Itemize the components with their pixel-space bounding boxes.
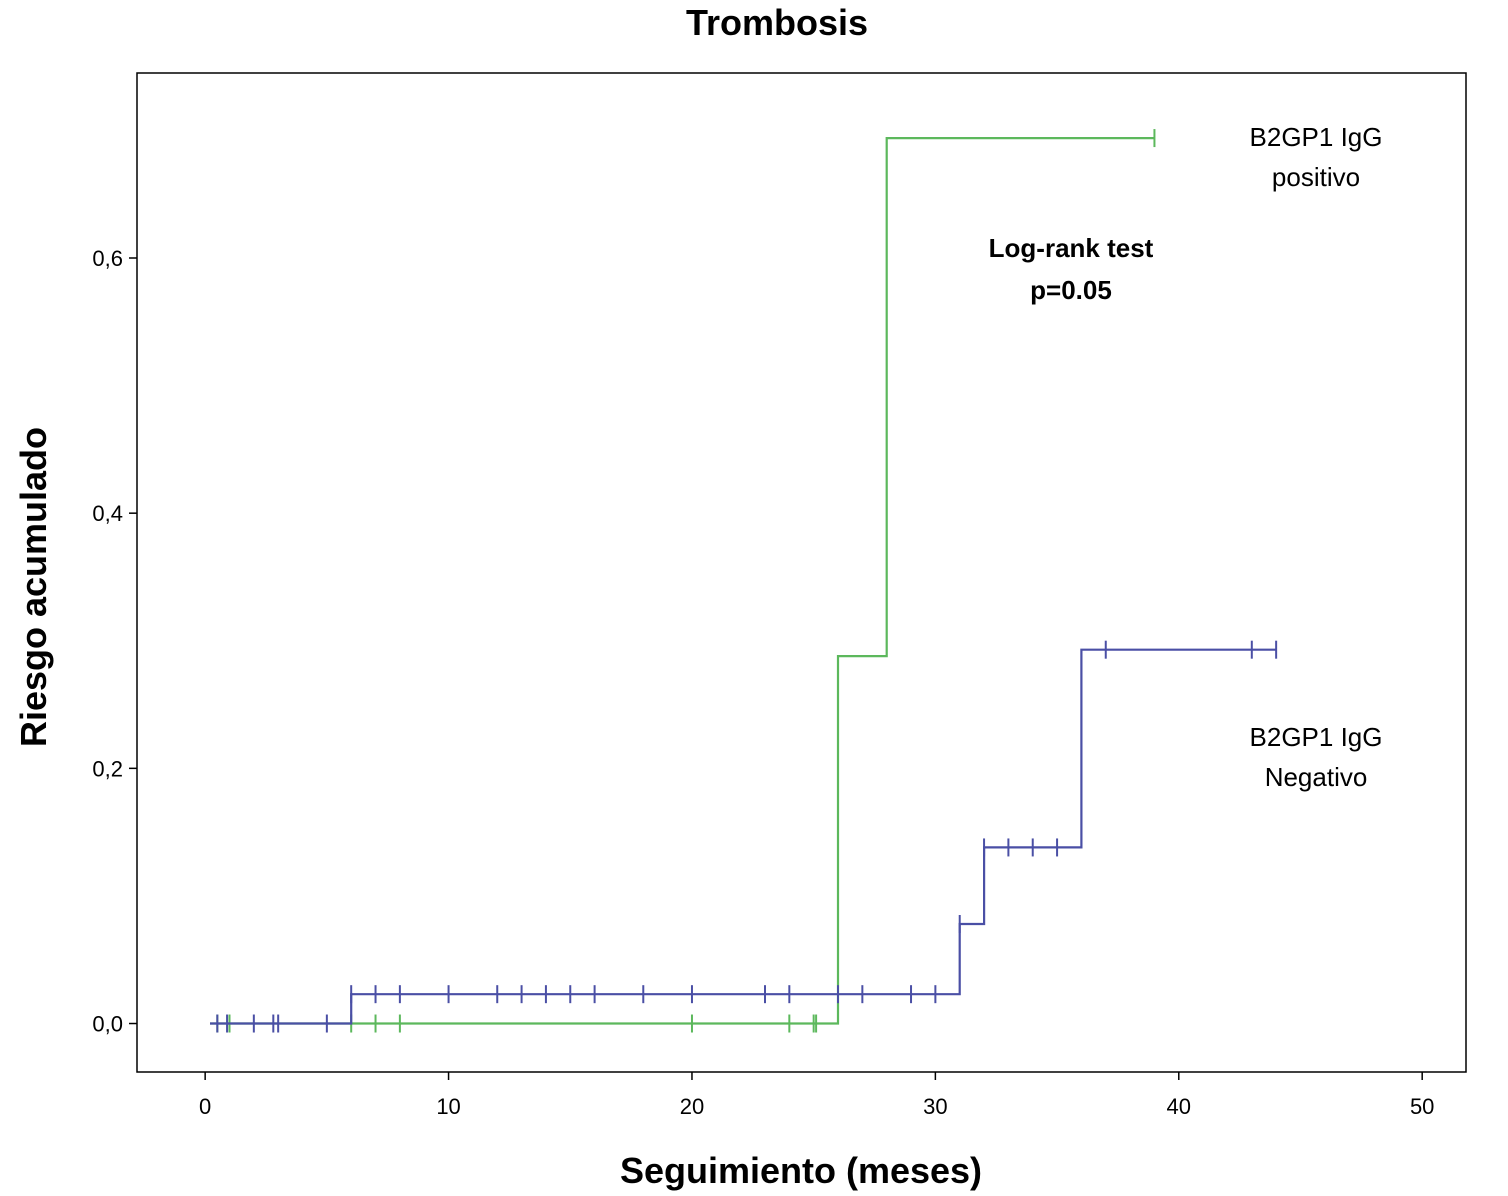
x-tick-label: 10 [436,1094,460,1119]
y-tick-label: 0,0 [92,1012,123,1037]
x-axis-label: Seguimiento (meses) [620,1150,982,1191]
y-tick-label: 0,4 [92,501,123,526]
axes: 0 10 20 30 40 50 0,0 0,2 0,4 0,6 [92,246,1434,1119]
y-axis-label: Riesgo acumulado [13,427,54,747]
series-group [210,129,1278,1033]
plot-frame [136,72,1467,1073]
log-rank-annotation: p=0.05 [1030,275,1112,305]
log-rank-annotation: Log-rank test [989,233,1154,263]
x-tick-label: 20 [680,1094,704,1119]
series-line [210,648,1277,1025]
series-labels: B2GP1 IgG positivo B2GP1 IgG Negativo Log-ra… [989,122,1383,792]
y-tick-label: 0,6 [92,246,123,271]
chart-title: Trombosis [686,2,868,43]
series-line [210,137,1155,1025]
y-tick-label: 0,2 [92,756,123,781]
x-tick-label: 40 [1167,1094,1191,1119]
series-label: B2GP1 IgG [1250,722,1383,752]
x-tick-label: 0 [199,1094,211,1119]
series-label: B2GP1 IgG [1250,122,1383,152]
series-label: positivo [1272,162,1360,192]
x-tick-label: 50 [1410,1094,1434,1119]
x-tick-label: 30 [923,1094,947,1119]
series-label: Negativo [1265,762,1368,792]
series-positivo [210,129,1156,1033]
series-negativo [210,640,1278,1033]
